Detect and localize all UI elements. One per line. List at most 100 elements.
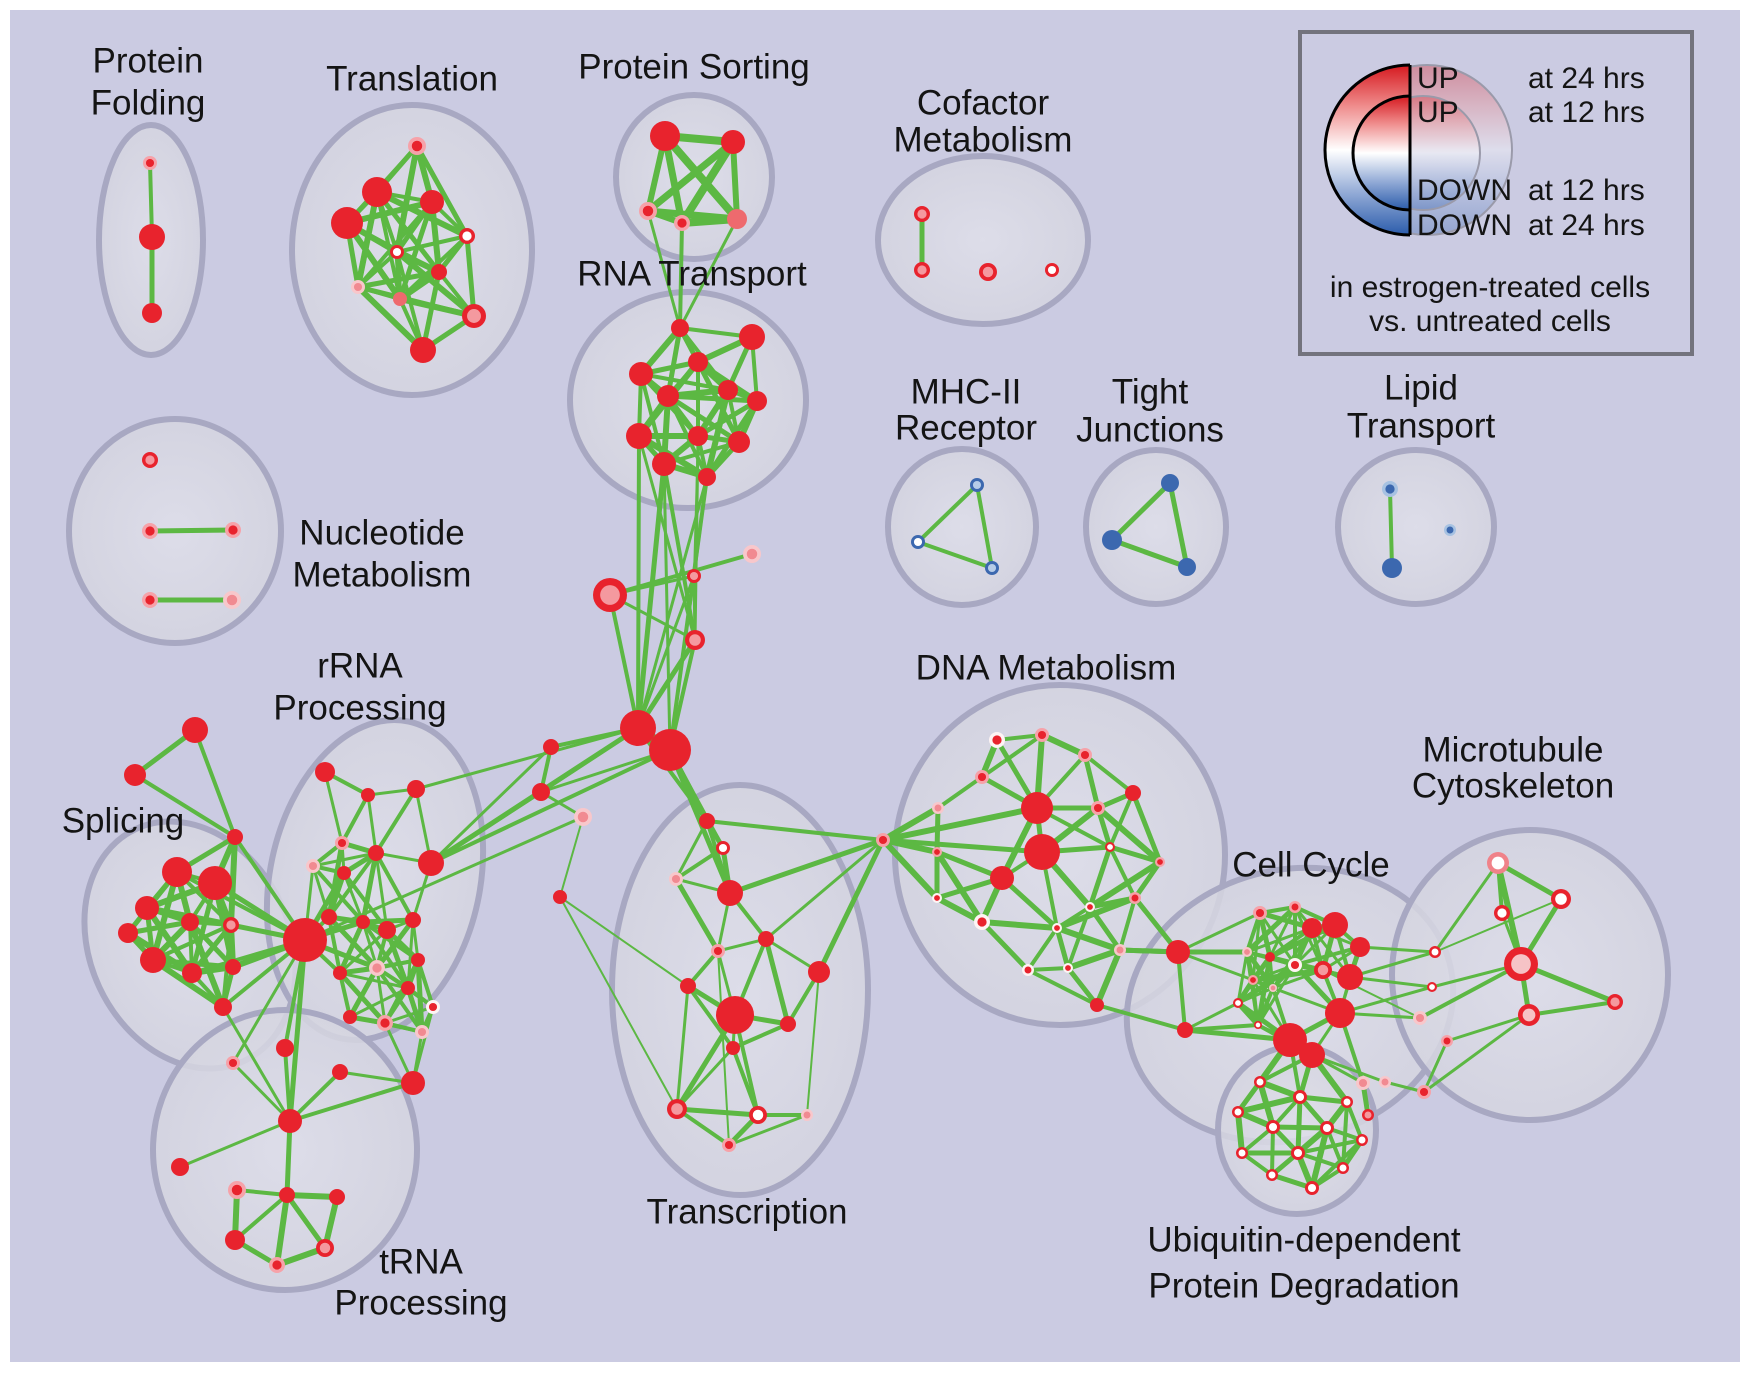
- edge: [1082, 752, 1101, 811]
- cluster-label-cell-cycle: Cell Cycle: [1232, 846, 1390, 885]
- edge: [1095, 805, 1163, 865]
- edge: [342, 871, 365, 924]
- edge: [397, 296, 477, 319]
- edge: [405, 985, 425, 1035]
- gene-node: [1177, 1022, 1193, 1038]
- gene-node-core: [1065, 965, 1071, 971]
- edge: [644, 138, 737, 215]
- gene-node: [1024, 834, 1060, 870]
- gene-node: [1273, 1023, 1307, 1057]
- edge: [1495, 860, 1564, 902]
- edge: [355, 189, 380, 290]
- gene-node: [276, 1039, 294, 1057]
- edge: [1167, 480, 1190, 570]
- gene-node: [620, 710, 656, 746]
- gene-node: [333, 966, 347, 980]
- gene-node: [227, 829, 243, 845]
- gene-node: [401, 981, 415, 995]
- edge: [880, 805, 941, 843]
- gene-node: [139, 224, 165, 250]
- gene-node-core: [1238, 1149, 1246, 1157]
- gene-node-core: [977, 772, 987, 782]
- edge: [1240, 1151, 1274, 1177]
- gene-node-core: [145, 455, 155, 465]
- edge: [284, 1118, 293, 1198]
- edge: [979, 919, 1031, 973]
- edge: [662, 462, 672, 752]
- edge: [231, 938, 307, 1065]
- gene-node-core: [1343, 1098, 1351, 1106]
- gene-node: [361, 788, 375, 802]
- edge: [348, 986, 410, 1019]
- edge: [674, 1106, 761, 1118]
- edge: [1054, 895, 1138, 931]
- edge: [1244, 904, 1298, 955]
- gene-node-core: [1555, 893, 1567, 905]
- edge: [1235, 1109, 1245, 1156]
- edge: [880, 837, 1045, 855]
- gene-node-core: [1497, 908, 1507, 918]
- gene-node-core: [1234, 1108, 1242, 1116]
- gene-node-core: [319, 1242, 331, 1254]
- edge: [692, 574, 697, 642]
- edge: [384, 927, 411, 991]
- edge: [675, 1107, 731, 1147]
- gene-node-core: [671, 874, 681, 884]
- cluster-label-rrna-processing: rRNA: [317, 647, 403, 686]
- edge: [374, 917, 416, 971]
- gene-node-core: [1317, 964, 1329, 976]
- cluster-label-microtubule-cytoskeleton: Cytoskeleton: [1412, 767, 1614, 806]
- cluster-ellipse-mhc-ii-receptor: [885, 446, 1039, 608]
- gene-node-core: [1037, 730, 1047, 740]
- edge: [608, 593, 640, 730]
- gene-node-core: [1364, 1111, 1372, 1119]
- gene-node: [362, 177, 392, 207]
- gene-node-core: [642, 205, 654, 217]
- legend-time-label: at 24 hrs: [1528, 62, 1645, 95]
- edge: [1257, 1079, 1303, 1100]
- edge: [1296, 1151, 1345, 1170]
- edge: [178, 1119, 292, 1169]
- gene-node-core: [337, 838, 347, 848]
- edge: [1388, 487, 1394, 570]
- gene-node: [214, 998, 232, 1016]
- edge: [880, 805, 1040, 843]
- edge: [395, 234, 469, 254]
- cluster-ellipse-trna-processing: [150, 1007, 420, 1293]
- cluster-label-lipid-transport: Transport: [1347, 407, 1496, 446]
- edge: [383, 1005, 435, 1025]
- gene-node: [718, 380, 738, 400]
- edge: [1422, 1039, 1449, 1094]
- gene-node: [411, 953, 425, 967]
- gene-node-core: [1339, 1164, 1347, 1172]
- edge: [1054, 925, 1123, 953]
- gene-node: [405, 912, 421, 928]
- gene-node: [337, 866, 351, 880]
- edge: [1445, 1013, 1531, 1043]
- gene-node-core: [1429, 984, 1435, 990]
- gene-node: [225, 1230, 245, 1250]
- gene-node: [142, 303, 162, 323]
- legend-direction-label: DOWN: [1417, 174, 1512, 207]
- gene-node-core: [977, 917, 987, 927]
- gene-node-core: [1358, 1136, 1366, 1144]
- edge: [936, 775, 984, 810]
- edge: [1183, 1001, 1240, 1032]
- gene-node: [543, 739, 559, 755]
- gene-node-core: [913, 537, 923, 547]
- gene-node-core: [1358, 1078, 1368, 1088]
- edge: [636, 475, 709, 730]
- gene-node-core: [1293, 1148, 1303, 1158]
- edge: [1109, 537, 1190, 570]
- edge: [727, 837, 886, 896]
- gene-node: [162, 857, 192, 887]
- gene-node: [1021, 792, 1053, 824]
- gene-node-core: [1255, 1022, 1261, 1028]
- gene-node-core: [1307, 1183, 1317, 1193]
- cluster-label-trna-processing: Processing: [334, 1284, 507, 1323]
- gene-node: [420, 190, 444, 214]
- gene-node: [368, 845, 384, 861]
- edge: [1422, 1013, 1531, 1094]
- gene-node: [378, 921, 396, 939]
- edge: [675, 984, 690, 1111]
